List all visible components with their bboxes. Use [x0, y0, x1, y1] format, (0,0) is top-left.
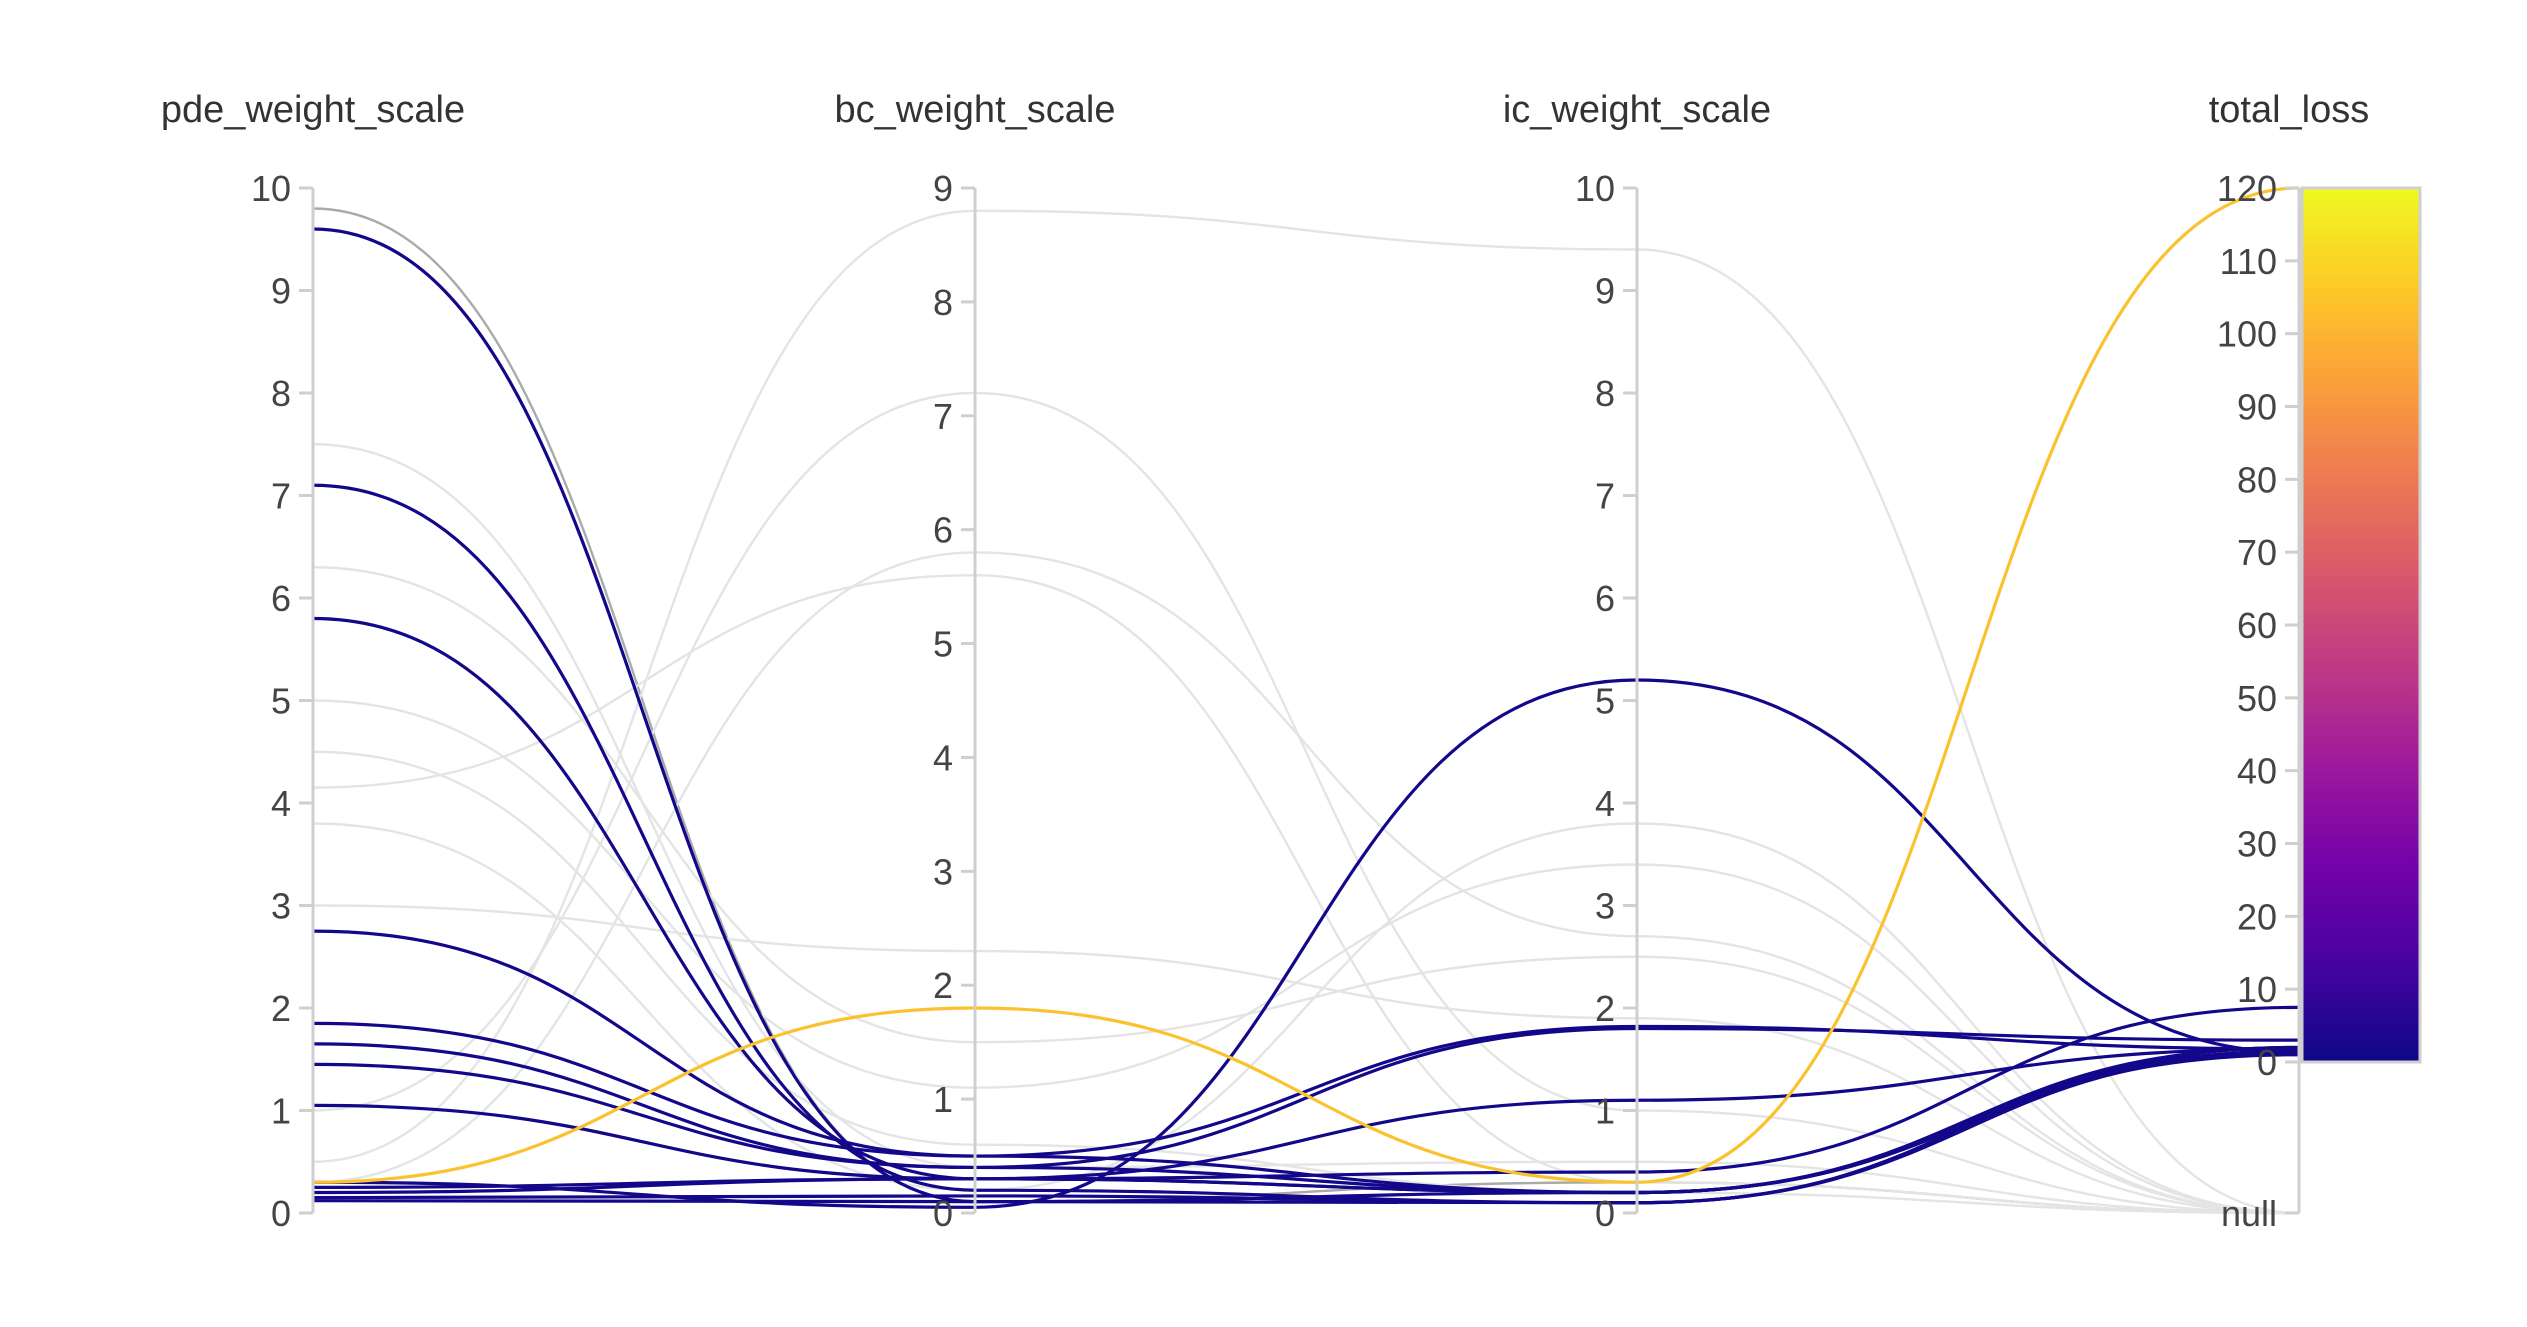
series-line-4[interactable] — [312, 929, 2300, 1158]
tick-label-bc_weight_scale: 1 — [933, 1079, 953, 1120]
axis-title-bc_weight_scale: bc_weight_scale — [835, 89, 1116, 131]
tick-label-pde_weight_scale: 4 — [271, 783, 291, 824]
series-line-19[interactable] — [312, 904, 2300, 1215]
series-line-8[interactable] — [312, 1050, 2300, 1195]
tick-label-total_loss: 60 — [2237, 605, 2277, 646]
tick-label-bc_weight_scale: 0 — [933, 1193, 953, 1234]
tick-label-ic_weight_scale: 9 — [1595, 271, 1615, 312]
tick-label-total_loss: 50 — [2237, 678, 2277, 719]
tick-label-total_loss: 90 — [2237, 387, 2277, 428]
tick-label-pde_weight_scale: 2 — [271, 988, 291, 1029]
tick-label-total_loss: 10 — [2237, 969, 2277, 1010]
tick-label-total_loss: 80 — [2237, 459, 2277, 500]
tick-label-bc_weight_scale: 6 — [933, 510, 953, 551]
tick-label-bc_weight_scale: 7 — [933, 396, 953, 437]
series-line-10[interactable] — [312, 1047, 2300, 1189]
tick-label-total_loss: 40 — [2237, 751, 2277, 792]
axis-title-total_loss: total_loss — [2209, 89, 2370, 131]
tick-label-total_loss: 30 — [2237, 824, 2277, 865]
tick-label-bc_weight_scale: 8 — [933, 282, 953, 323]
series-line-24[interactable] — [312, 750, 2300, 1215]
tick-label-total_loss: 70 — [2237, 532, 2277, 573]
tick-label-ic_weight_scale: 1 — [1595, 1091, 1615, 1132]
series-line-22[interactable] — [312, 551, 2300, 1215]
tick-label-bc_weight_scale: 4 — [933, 737, 953, 778]
tick-label-pde_weight_scale: 1 — [271, 1091, 291, 1132]
tick-label-total_loss: 20 — [2237, 896, 2277, 937]
series-line-11[interactable] — [312, 1005, 2300, 1195]
tick-label-pde_weight_scale: 0 — [271, 1193, 291, 1234]
series-line-16[interactable] — [312, 566, 2300, 1215]
tick-label-pde_weight_scale: 6 — [271, 578, 291, 619]
series-line-7[interactable] — [312, 1026, 2300, 1170]
tick-label-pde_weight_scale: 3 — [271, 886, 291, 927]
tick-label-ic_weight_scale: 4 — [1595, 783, 1615, 824]
tick-label-ic_weight_scale: 0 — [1595, 1193, 1615, 1234]
series-line-18[interactable] — [312, 822, 2300, 1215]
series-line-15[interactable] — [312, 574, 2300, 1215]
tick-label-pde_weight_scale: 8 — [271, 373, 291, 414]
series-line-21[interactable] — [312, 209, 2300, 1215]
tick-label-total_loss: 100 — [2217, 314, 2277, 355]
colorbar-gradient — [2302, 188, 2420, 1062]
tick-label-ic_weight_scale: 6 — [1595, 578, 1615, 619]
axis-title-pde_weight_scale: pde_weight_scale — [161, 89, 465, 131]
tick-label-ic_weight_scale: 3 — [1595, 886, 1615, 927]
axis-title-ic_weight_scale: ic_weight_scale — [1503, 89, 1771, 131]
tick-label-ic_weight_scale: 5 — [1595, 681, 1615, 722]
tick-label-ic_weight_scale: 8 — [1595, 373, 1615, 414]
tick-label-null: null — [2221, 1193, 2277, 1234]
tick-label-bc_weight_scale: 2 — [933, 965, 953, 1006]
tick-label-pde_weight_scale: 5 — [271, 681, 291, 722]
tick-label-bc_weight_scale: 3 — [933, 851, 953, 892]
series-line-23[interactable] — [312, 443, 2300, 1215]
tick-label-bc_weight_scale: 9 — [933, 168, 953, 209]
tick-label-ic_weight_scale: 10 — [1575, 168, 1615, 209]
series-line-6[interactable] — [312, 1042, 2300, 1195]
series-line-14[interactable] — [312, 207, 2300, 1215]
tick-label-ic_weight_scale: 2 — [1595, 988, 1615, 1029]
tick-label-total_loss: 0 — [2257, 1042, 2277, 1083]
tick-label-total_loss: 120 — [2217, 168, 2277, 209]
series-line-0[interactable] — [312, 186, 2300, 1184]
series-line-13[interactable] — [312, 1050, 2300, 1205]
tick-label-bc_weight_scale: 5 — [933, 624, 953, 665]
tick-label-pde_weight_scale: 7 — [271, 476, 291, 517]
tick-label-pde_weight_scale: 9 — [271, 271, 291, 312]
colorbar-frame — [2300, 186, 2422, 1064]
tick-label-total_loss: 110 — [2220, 241, 2277, 282]
tick-label-ic_weight_scale: 7 — [1595, 476, 1615, 517]
series-line-2[interactable] — [312, 483, 2300, 1205]
tick-label-pde_weight_scale: 10 — [251, 168, 291, 209]
